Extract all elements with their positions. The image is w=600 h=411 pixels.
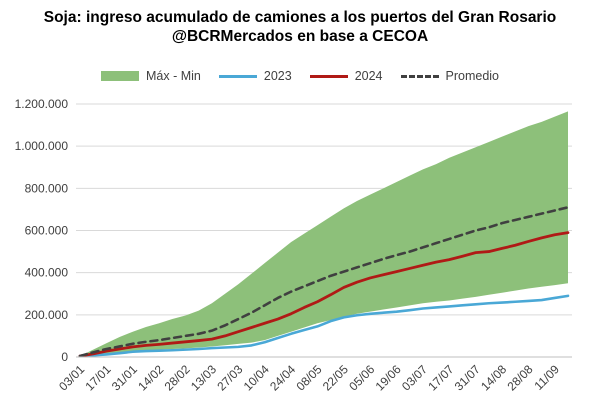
series-2024-line [78, 231, 570, 358]
x-tick-label: 14/08 [478, 362, 509, 393]
legend-swatch-promedio [400, 74, 439, 78]
x-tick-label: 31/07 [452, 362, 483, 393]
legend-swatch-2023 [218, 74, 257, 78]
y-tick-label: 600.000 [25, 224, 69, 238]
legend-item-range: Máx - Min [101, 69, 201, 83]
chart-legend: Máx - Min 2023 2024 Promedio [0, 69, 600, 83]
legend-swatch-range [101, 71, 139, 81]
series-2023-line [78, 294, 570, 358]
chart-title-block: Soja: ingreso acumulado de camiones a lo… [0, 8, 600, 46]
x-tick-label: 05/06 [346, 362, 377, 393]
legend-label-2024: 2024 [354, 69, 383, 83]
x-tick-label: 08/05 [293, 362, 324, 393]
x-tick-label: 17/01 [82, 362, 113, 393]
x-tick-label: 03/01 [56, 362, 87, 393]
legend-item-2024: 2024 [309, 69, 383, 83]
x-tick-label: 17/07 [425, 362, 456, 393]
x-tick-label: 28/08 [505, 362, 536, 393]
chart-subtitle: @BCRMercados en base a CECOA [171, 28, 429, 45]
y-tick-label: 400.000 [25, 266, 69, 280]
range-area [80, 111, 568, 356]
x-tick-label: 31/01 [109, 362, 140, 393]
y-tick-label: 0 [61, 350, 68, 364]
legend-item-promedio: Promedio [400, 69, 500, 83]
x-tick-label: 11/09 [532, 362, 563, 393]
x-tick-label: 13/03 [188, 362, 219, 393]
x-tick-label: 14/02 [135, 362, 166, 393]
x-tick-label: 10/04 [241, 362, 272, 393]
y-tick-label: 200.000 [25, 308, 69, 322]
legend-label-promedio: Promedio [445, 69, 500, 83]
chart-title: Soja: ingreso acumulado de camiones a lo… [43, 9, 557, 26]
legend-item-2023: 2023 [218, 69, 292, 83]
series-promedio-line [78, 206, 570, 358]
x-tick-label: 03/07 [399, 362, 430, 393]
x-tick-label: 27/03 [214, 362, 245, 393]
y-tick-label: 800.000 [25, 181, 69, 195]
y-tick-label: 1.000.000 [15, 139, 69, 153]
x-tick-label: 19/06 [373, 362, 404, 393]
legend-swatch-2024 [309, 74, 348, 78]
x-tick-label: 28/02 [162, 362, 193, 393]
legend-label-range: Máx - Min [146, 69, 201, 83]
x-tick-label: 24/04 [267, 362, 298, 393]
y-tick-label: 1.200.000 [15, 97, 69, 111]
legend-label-2023: 2023 [263, 69, 292, 83]
x-tick-label: 22/05 [320, 362, 351, 393]
